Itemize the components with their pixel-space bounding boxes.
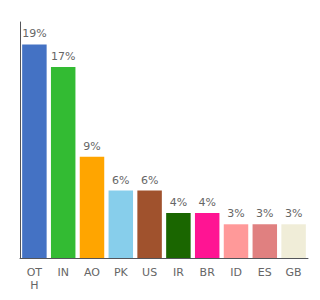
svg-text:9%: 9% — [83, 140, 100, 153]
svg-text:3%: 3% — [285, 207, 302, 220]
svg-text:4%: 4% — [170, 196, 187, 209]
svg-text:19%: 19% — [22, 27, 46, 40]
svg-text:17%: 17% — [51, 50, 75, 63]
svg-text:3%: 3% — [227, 207, 244, 220]
svg-text:OT: OT — [27, 266, 43, 279]
svg-text:BR: BR — [200, 266, 216, 279]
svg-text:GB: GB — [286, 266, 302, 279]
svg-text:US: US — [142, 266, 157, 279]
svg-text:IN: IN — [57, 266, 68, 279]
svg-text:4%: 4% — [198, 196, 215, 209]
svg-text:ID: ID — [230, 266, 242, 279]
svg-text:PK: PK — [114, 266, 129, 279]
svg-text:AO: AO — [84, 266, 100, 279]
svg-text:H: H — [30, 279, 38, 292]
svg-text:3%: 3% — [256, 207, 273, 220]
svg-text:IR: IR — [173, 266, 184, 279]
svg-text:6%: 6% — [112, 174, 129, 187]
svg-text:6%: 6% — [141, 174, 158, 187]
svg-text:ES: ES — [258, 266, 272, 279]
